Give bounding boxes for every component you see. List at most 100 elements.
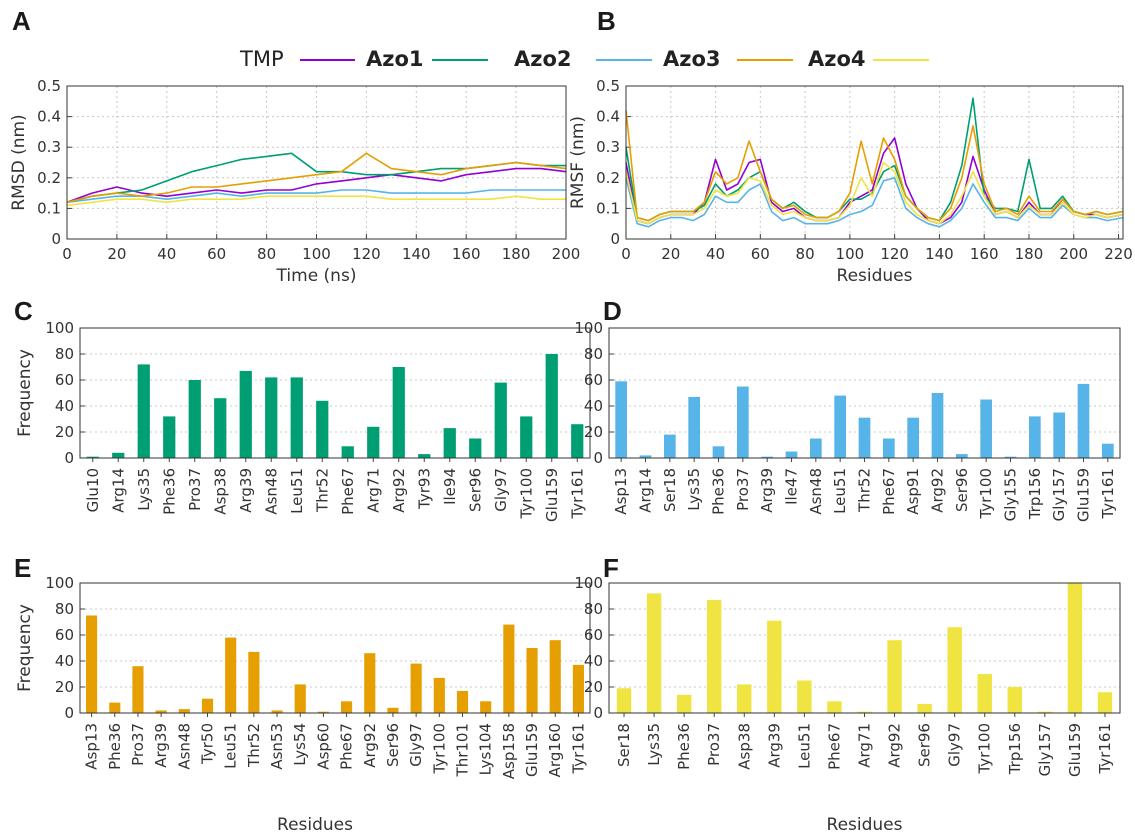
bar-asp38 bbox=[214, 398, 227, 458]
y-axis-title: RMSF (nm) bbox=[568, 116, 588, 209]
bar-gly157 bbox=[1037, 711, 1053, 713]
series-line-azo2 bbox=[66, 189, 566, 204]
x-tick-label: Phe36 bbox=[106, 723, 124, 770]
y-tick-label: 60 bbox=[55, 371, 74, 389]
x-axis-title: Residues bbox=[837, 266, 913, 286]
bar-ser96 bbox=[469, 438, 482, 458]
x-tick-label: 60 bbox=[751, 245, 770, 263]
bar-leu51 bbox=[225, 637, 237, 713]
panel-label: A bbox=[12, 6, 31, 36]
x-tick-label: Ser18 bbox=[615, 723, 633, 767]
x-tick-label: Trp156 bbox=[1026, 468, 1044, 520]
panel-f: F 0 20 40 60 80 100 Ser18 Lys35 Phe36 Pro37 Asp38 Ar… bbox=[574, 553, 1121, 835]
x-tick-label: 200 bbox=[1059, 245, 1088, 263]
bar-phe67 bbox=[341, 446, 354, 458]
x-tick-label: Glu159 bbox=[523, 723, 541, 777]
x-tick-label: 180 bbox=[502, 245, 531, 263]
legend-label-azo4: Azo4 bbox=[808, 47, 866, 71]
series-line-azo2 bbox=[625, 177, 1124, 228]
x-tick-label: Asp38 bbox=[735, 723, 753, 770]
y-tick-label: 20 bbox=[584, 678, 603, 696]
x-tick-label: Arg39 bbox=[758, 468, 776, 513]
x-tick-label: Arg39 bbox=[765, 723, 783, 768]
legend-label-azo1: Azo1 bbox=[366, 47, 424, 71]
bar-thr101 bbox=[456, 690, 469, 713]
y-tick-label: 0.4 bbox=[37, 108, 61, 126]
bar-phe36 bbox=[676, 694, 692, 713]
bar-arg14 bbox=[112, 452, 125, 458]
x-tick-label: 120 bbox=[352, 245, 381, 263]
x-tick-label: Phe67 bbox=[880, 468, 898, 515]
plot-frame bbox=[66, 85, 567, 240]
x-tick-label: 140 bbox=[402, 245, 431, 263]
bar-tyr161 bbox=[1097, 692, 1113, 713]
y-tick-label: 100 bbox=[574, 319, 603, 337]
x-tick-label: 80 bbox=[796, 245, 815, 263]
x-tick-label: Asn48 bbox=[262, 468, 280, 515]
x-tick-label: Ser96 bbox=[466, 468, 484, 512]
panel-c: C 0 20 40 60 80 100 Glu10 Arg14 Lys35 Phe36 Pro37 As… bbox=[14, 296, 591, 522]
x-tick-label: 160 bbox=[452, 245, 481, 263]
bar-ser18 bbox=[663, 434, 676, 458]
bar-glu10 bbox=[86, 456, 99, 458]
plot-frame bbox=[608, 582, 1121, 714]
x-tick-label: Asp13 bbox=[612, 468, 630, 515]
bar-gly97 bbox=[494, 382, 507, 458]
bar-asp60 bbox=[317, 711, 329, 713]
x-tick-label: Arg160 bbox=[546, 723, 564, 777]
x-tick-label: Arg92 bbox=[361, 723, 379, 768]
y-tick-label: 40 bbox=[584, 397, 603, 415]
y-tick-label: 0 bbox=[593, 449, 603, 467]
x-tick-label: Asn48 bbox=[175, 723, 193, 770]
x-tick-label: Tyr161 bbox=[1099, 468, 1117, 520]
bar-arg160 bbox=[549, 640, 561, 713]
bar-phe36 bbox=[109, 702, 121, 713]
series-line-tmp bbox=[66, 167, 567, 204]
bar-asp91 bbox=[907, 417, 920, 458]
panel-label: F bbox=[603, 553, 619, 583]
y-tick-label: 0.5 bbox=[37, 77, 61, 95]
x-tick-label: Gly157 bbox=[1036, 723, 1054, 776]
x-tick-label: 200 bbox=[552, 245, 581, 263]
panel-label: E bbox=[14, 553, 31, 583]
x-tick-label: Phe67 bbox=[339, 468, 357, 515]
x-tick-label: Thr52 bbox=[245, 723, 263, 768]
bar-glu159 bbox=[1067, 583, 1083, 713]
x-tick-label: Glu159 bbox=[1075, 468, 1093, 522]
x-tick-label: Ser96 bbox=[916, 723, 934, 767]
y-tick-label: 60 bbox=[584, 626, 603, 644]
bar-ser96 bbox=[387, 707, 399, 713]
plot-frame bbox=[608, 327, 1121, 459]
x-tick-label: Gly157 bbox=[1050, 468, 1068, 521]
y-tick-label: 80 bbox=[584, 345, 603, 363]
bar-leu51 bbox=[797, 680, 812, 713]
x-tick-label: Trp156 bbox=[1006, 723, 1024, 775]
x-tick-label: 100 bbox=[302, 245, 331, 263]
x-tick-label: 80 bbox=[257, 245, 276, 263]
bar-asp13 bbox=[86, 615, 98, 713]
x-tick-label: 100 bbox=[836, 245, 865, 263]
y-tick-label: 80 bbox=[584, 600, 603, 618]
x-axis-title: Residues bbox=[827, 815, 903, 835]
x-tick-label: Tyr161 bbox=[568, 468, 586, 520]
legend-label-tmp: TMP bbox=[239, 47, 284, 71]
bar-ser96 bbox=[917, 703, 932, 713]
x-tick-label: Leu51 bbox=[288, 468, 306, 514]
y-tick-label: 60 bbox=[55, 626, 74, 644]
y-tick-label: 40 bbox=[584, 652, 603, 670]
x-axis-title: Time (ns) bbox=[276, 266, 357, 286]
bar-arg39 bbox=[761, 456, 774, 458]
bar-tyr161 bbox=[572, 664, 584, 713]
bar-tyr161 bbox=[571, 424, 584, 458]
bar-glu159 bbox=[526, 648, 538, 713]
x-tick-label: Pro37 bbox=[129, 723, 147, 766]
x-tick-label: Tyr100 bbox=[977, 468, 995, 520]
x-tick-label: Arg39 bbox=[152, 723, 170, 768]
y-tick-label: 0.3 bbox=[596, 138, 620, 156]
bar-thr52 bbox=[316, 400, 329, 458]
legend-label-azo2: Azo2 bbox=[514, 47, 572, 71]
bar-pro37 bbox=[132, 666, 144, 713]
bar-ile94 bbox=[443, 428, 456, 458]
x-tick-label: Gly155 bbox=[1002, 468, 1020, 521]
